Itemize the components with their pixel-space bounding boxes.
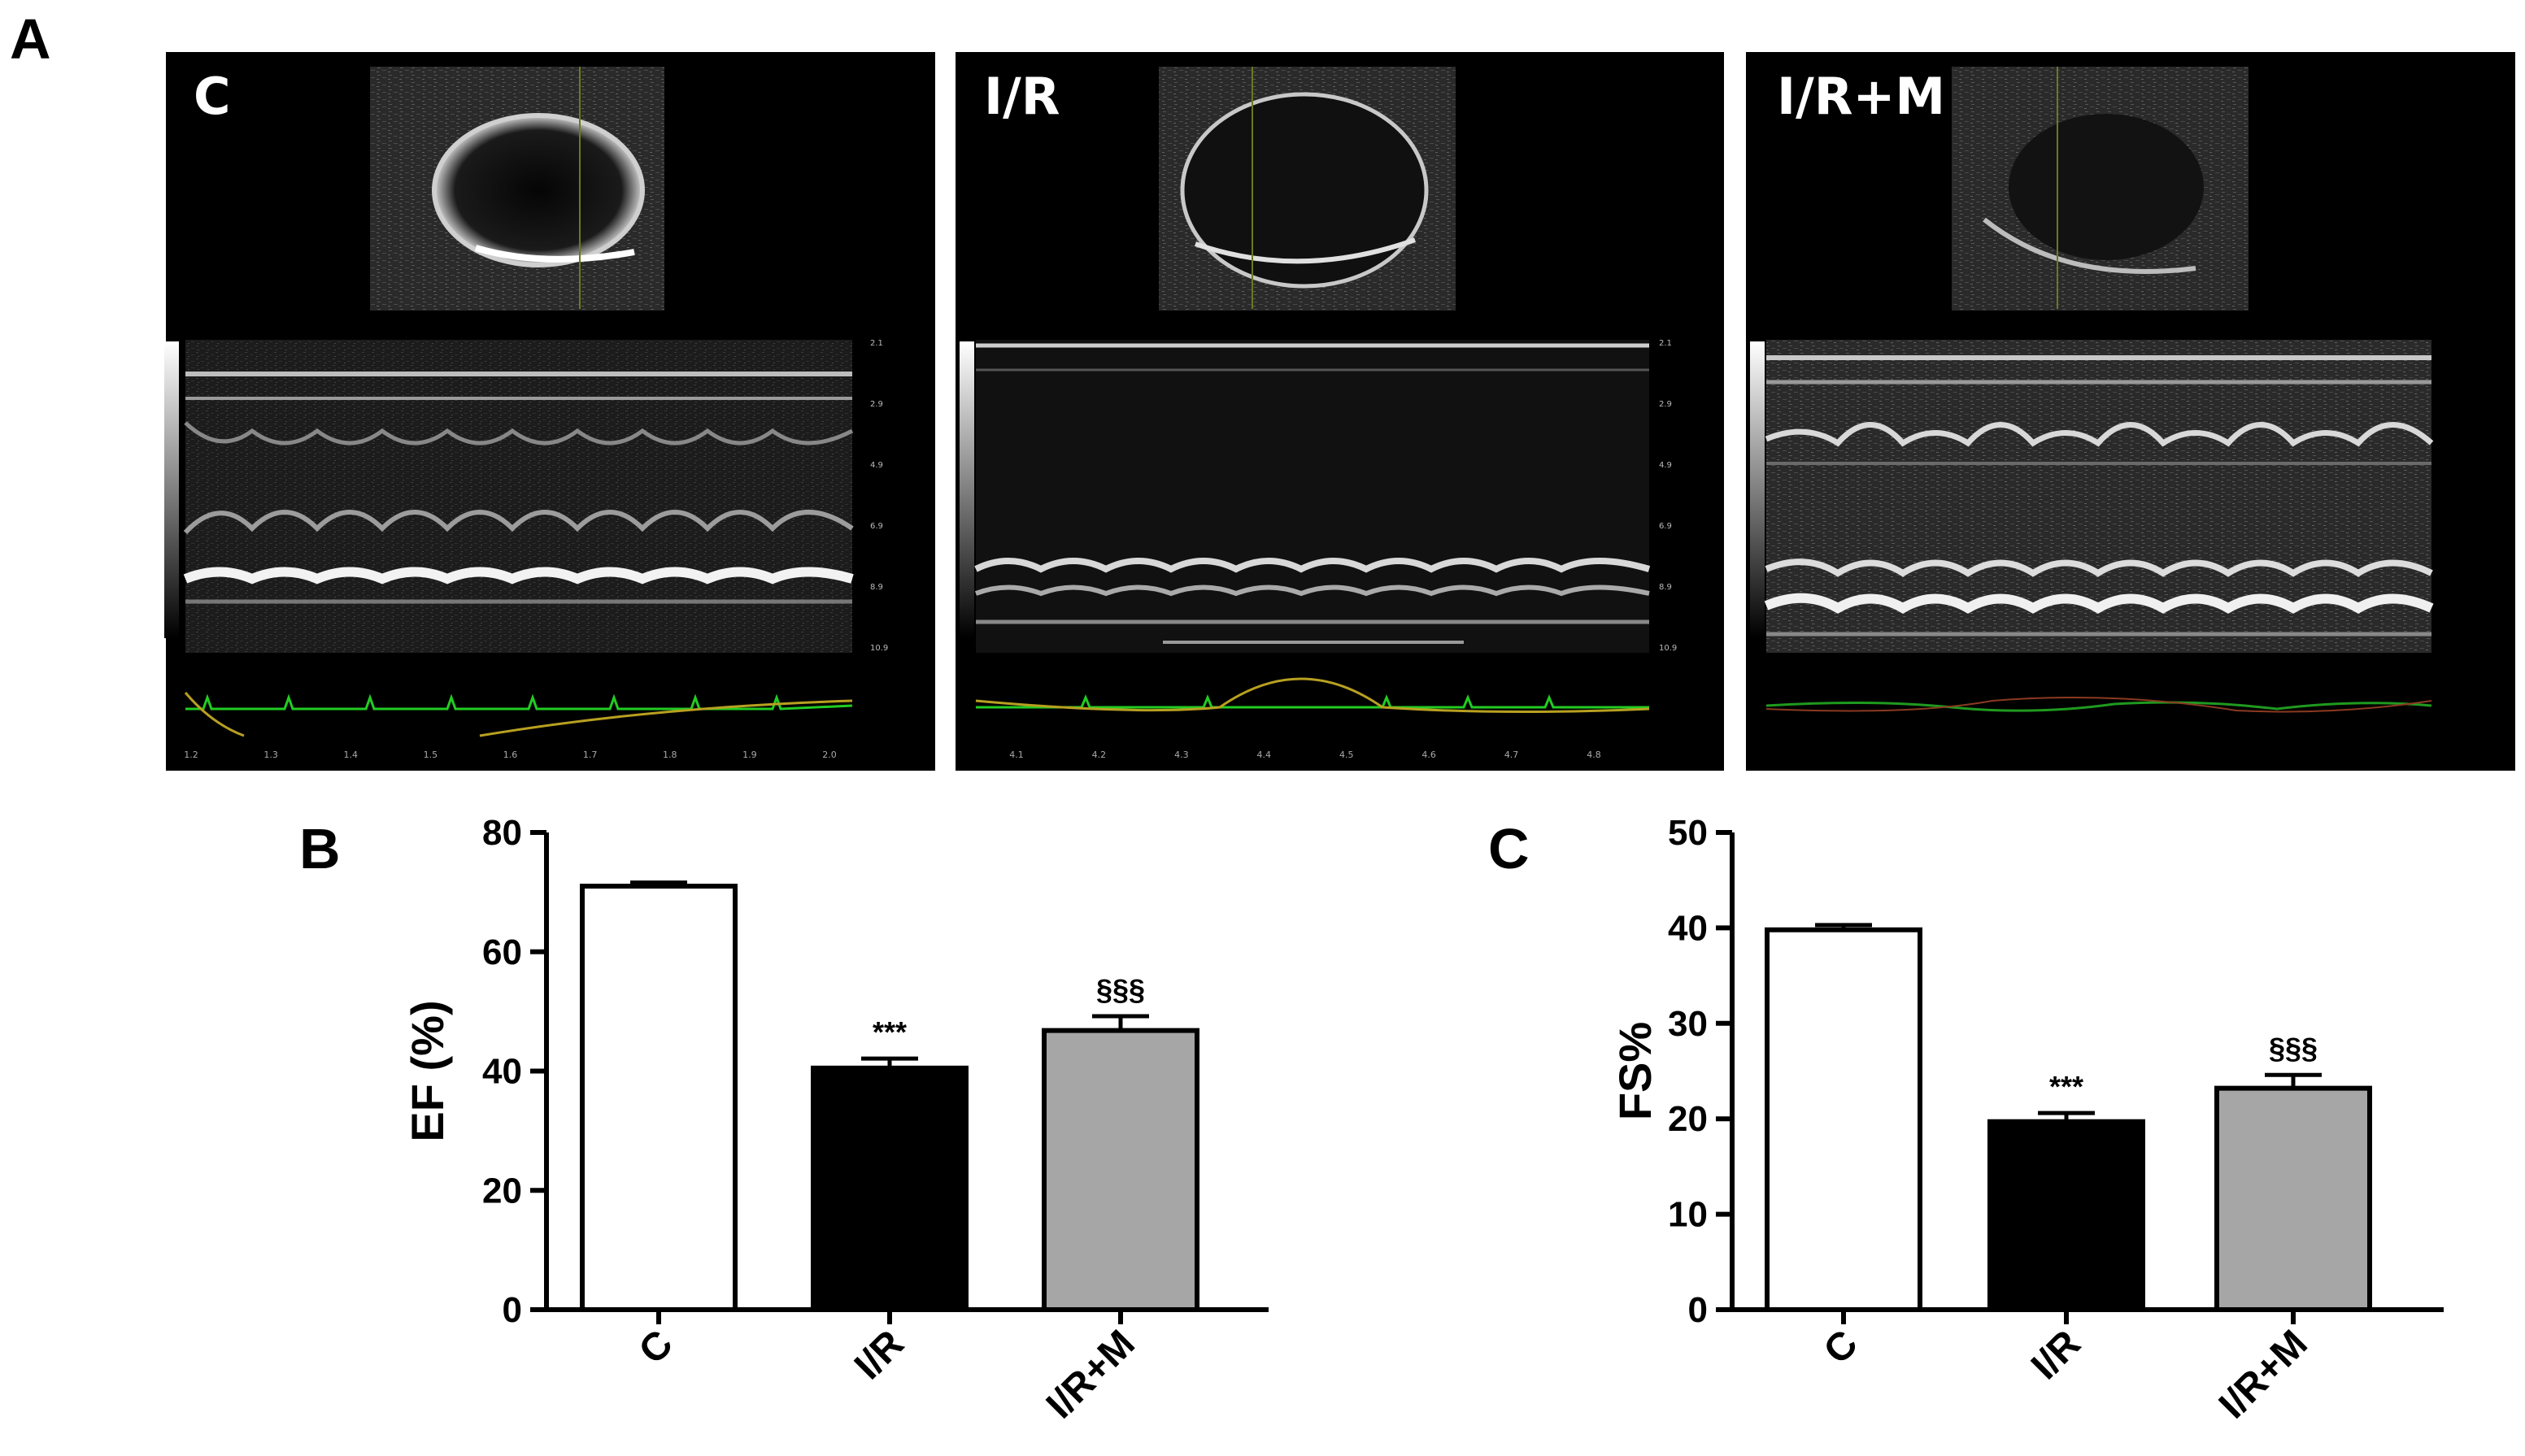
depth-tick-label: 4.9 <box>1659 461 1672 470</box>
depth-tick-label: 2.1 <box>1659 339 1672 348</box>
category-label: I/R+M <box>2211 1322 2316 1427</box>
bar-c <box>580 884 738 1312</box>
bar-i-r <box>811 1065 969 1313</box>
time-axis-control: 1.2 1.3 1.4 1.5 1.6 1.7 1.8 1.9 2.0 <box>184 750 837 760</box>
category-label: I/R+M <box>1038 1322 1143 1427</box>
bar-i-r-m <box>1042 1028 1199 1312</box>
time-tick-label: 1.3 <box>263 750 278 760</box>
depth-axis-ir: 2.1 2.9 4.9 6.9 8.9 10.9 <box>1659 339 1677 653</box>
depth-tick-label: 8.9 <box>1659 583 1672 592</box>
depth-tick-label: 2.9 <box>1659 400 1672 409</box>
time-tick-label: 4.5 <box>1339 750 1354 760</box>
significance-marker: §§§ <box>2269 1032 2318 1065</box>
significance-marker: *** <box>873 1015 907 1049</box>
category-label: C <box>1816 1322 1866 1372</box>
bar-chart-ef: 0 20 40 60 80 EF (%) C I/R *** I/R+M §§§ <box>402 813 1269 1427</box>
bmode-image-ir <box>1159 67 1456 311</box>
echo-label-control: C <box>194 67 231 126</box>
ecg-trace-ir <box>975 677 1650 714</box>
y-tick-label: 60 <box>482 932 522 972</box>
echo-panel-control: C 1.2 1.3 1.4 1.5 1.6 1.7 1.8 1.9 2.0 2.1 2.9 4.9 6… <box>164 52 935 771</box>
significance-marker: *** <box>2049 1070 2083 1103</box>
panel-a-label: A <box>10 7 51 71</box>
ecg-trace-irm <box>1765 697 2432 713</box>
bar-c <box>1765 927 1922 1313</box>
y-tick-label: 0 <box>1688 1290 1708 1330</box>
bar-i-r-m <box>2214 1085 2372 1312</box>
depth-tick-label: 10.9 <box>1659 644 1677 653</box>
y-tick-label: 20 <box>1668 1099 1708 1139</box>
bmode-image-irm <box>1952 67 2249 311</box>
depth-tick-label: 6.9 <box>870 522 883 531</box>
y-axis-title: EF (%) <box>402 1000 453 1141</box>
echo-label-irm: I/R+M <box>1777 67 1945 126</box>
mmode-image-irm <box>1750 340 2434 653</box>
time-tick-label: 4.7 <box>1504 750 1519 760</box>
time-tick-label: 1.7 <box>583 750 598 760</box>
significance-marker: §§§ <box>1096 973 1145 1006</box>
y-tick-label: 40 <box>482 1052 522 1092</box>
echo-label-ir: I/R <box>984 67 1060 126</box>
time-tick-label: 4.6 <box>1421 750 1436 760</box>
y-tick-label: 30 <box>1668 1004 1708 1044</box>
category-label: I/R <box>2023 1322 2089 1388</box>
time-tick-label: 1.4 <box>344 750 359 760</box>
bar-i-r <box>1987 1119 2145 1313</box>
y-tick-label: 40 <box>1668 908 1708 948</box>
time-tick-label: 4.1 <box>1009 750 1024 760</box>
category-label: I/R <box>847 1322 912 1388</box>
time-tick-label: 2.0 <box>822 750 837 760</box>
depth-tick-label: 6.9 <box>1659 522 1672 531</box>
y-tick-label: 50 <box>1668 813 1708 853</box>
mmode-image-control <box>164 340 854 653</box>
y-tick-label: 10 <box>1668 1195 1708 1235</box>
time-axis-ir: 4.1 4.2 4.3 4.4 4.5 4.6 4.7 4.8 <box>1009 750 1601 760</box>
bmode-image-control <box>370 67 664 311</box>
time-tick-label: 4.4 <box>1257 750 1272 760</box>
time-tick-label: 1.8 <box>663 750 677 760</box>
mmode-image-ir <box>960 340 1651 653</box>
category-label: C <box>631 1322 681 1372</box>
y-tick-label: 80 <box>482 813 522 853</box>
echo-panel-irm: I/R+M <box>1746 52 2515 771</box>
time-tick-label: 4.8 <box>1587 750 1601 760</box>
depth-tick-label: 4.9 <box>870 461 883 470</box>
depth-tick-label: 8.9 <box>870 583 883 592</box>
y-tick-label: 20 <box>482 1171 522 1210</box>
panel-b-label: B <box>299 817 341 880</box>
depth-axis-control: 2.1 2.9 4.9 6.9 8.9 10.9 <box>870 339 888 653</box>
time-tick-label: 1.9 <box>742 750 757 760</box>
time-tick-label: 1.2 <box>184 750 198 760</box>
depth-tick-label: 2.1 <box>870 339 883 348</box>
y-axis-title: FS% <box>1609 1022 1661 1120</box>
panel-c-label: C <box>1488 817 1530 880</box>
depth-tick-label: 2.9 <box>870 400 883 409</box>
bar-chart-fs: 0 10 20 30 40 50 FS% C I/R *** I/R+M §§§ <box>1609 813 2444 1427</box>
time-tick-label: 1.5 <box>424 750 438 760</box>
y-tick-label: 0 <box>503 1290 522 1330</box>
time-tick-label: 4.2 <box>1092 750 1107 760</box>
time-tick-label: 1.6 <box>503 750 518 760</box>
time-tick-label: 4.3 <box>1174 750 1189 760</box>
echo-panel-ir: I/R 4.1 4.2 4.3 4.4 4.5 4.6 4.7 4.8 2.1 2.9 4.9 6.… <box>956 52 1724 771</box>
ecg-trace-control <box>184 692 853 737</box>
depth-tick-label: 10.9 <box>870 644 888 653</box>
